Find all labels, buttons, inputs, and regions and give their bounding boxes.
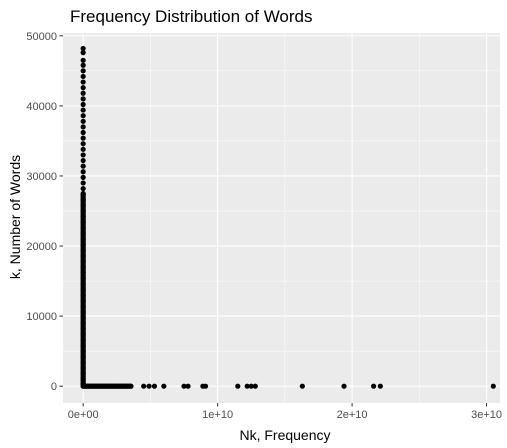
data-point bbox=[80, 180, 86, 186]
data-point bbox=[377, 383, 383, 389]
data-point bbox=[202, 383, 209, 389]
data-point bbox=[80, 107, 86, 113]
data-point bbox=[80, 129, 86, 136]
data-point bbox=[490, 383, 496, 389]
data-points bbox=[80, 45, 496, 389]
data-point bbox=[80, 118, 86, 124]
x-tick-label: 3e+10 bbox=[471, 409, 502, 421]
y-tick-label: 20000 bbox=[26, 241, 57, 253]
data-point bbox=[341, 383, 347, 389]
tick-labels: 0e+00 1e+10 2e+10 3e+10 0 10000 20000 30000 4000… bbox=[26, 31, 502, 421]
data-point bbox=[80, 101, 86, 108]
data-point bbox=[80, 157, 86, 164]
data-point bbox=[252, 383, 258, 389]
data-point bbox=[185, 383, 191, 389]
data-point bbox=[80, 146, 86, 152]
data-point bbox=[371, 383, 377, 389]
chart-title: Frequency Distribution of Words bbox=[70, 7, 313, 26]
data-point bbox=[80, 96, 86, 102]
data-point bbox=[80, 50, 86, 56]
x-tick-label: 0e+00 bbox=[68, 409, 99, 421]
data-point bbox=[80, 68, 86, 74]
y-tick-label: 0 bbox=[51, 381, 57, 393]
y-tick-label: 50000 bbox=[26, 31, 57, 43]
data-point bbox=[244, 383, 250, 389]
data-point bbox=[80, 85, 86, 91]
data-point bbox=[80, 163, 86, 169]
data-point bbox=[80, 124, 86, 130]
data-point bbox=[80, 45, 86, 52]
data-point bbox=[248, 383, 254, 389]
data-point bbox=[141, 383, 147, 389]
data-point bbox=[181, 383, 187, 389]
data-point bbox=[80, 113, 86, 119]
data-point bbox=[299, 383, 305, 389]
plot-panel bbox=[63, 33, 500, 403]
y-tick-label: 40000 bbox=[26, 101, 57, 113]
x-tick-label: 2e+10 bbox=[337, 409, 368, 421]
data-point bbox=[80, 152, 86, 158]
minor-gridlines bbox=[63, 33, 500, 403]
data-point bbox=[80, 174, 86, 180]
x-axis-title: Nk, Frequency bbox=[239, 427, 330, 443]
data-point bbox=[146, 383, 152, 389]
data-point bbox=[80, 135, 86, 141]
data-point bbox=[235, 383, 241, 389]
data-point bbox=[80, 73, 86, 80]
axis-ticks bbox=[59, 35, 488, 407]
y-axis-title: k, Number of Words bbox=[7, 155, 23, 279]
data-point bbox=[151, 383, 158, 389]
major-gridlines bbox=[63, 33, 500, 403]
data-point bbox=[80, 141, 86, 147]
data-point bbox=[80, 185, 86, 192]
data-point bbox=[161, 383, 167, 389]
y-tick-label: 10000 bbox=[26, 311, 57, 323]
x-tick-label: 1e+10 bbox=[202, 409, 233, 421]
data-point bbox=[80, 79, 86, 85]
data-point bbox=[80, 57, 86, 63]
y-tick-label: 30000 bbox=[26, 171, 57, 183]
data-point bbox=[80, 90, 86, 96]
data-point bbox=[80, 169, 86, 175]
data-point bbox=[80, 62, 86, 68]
